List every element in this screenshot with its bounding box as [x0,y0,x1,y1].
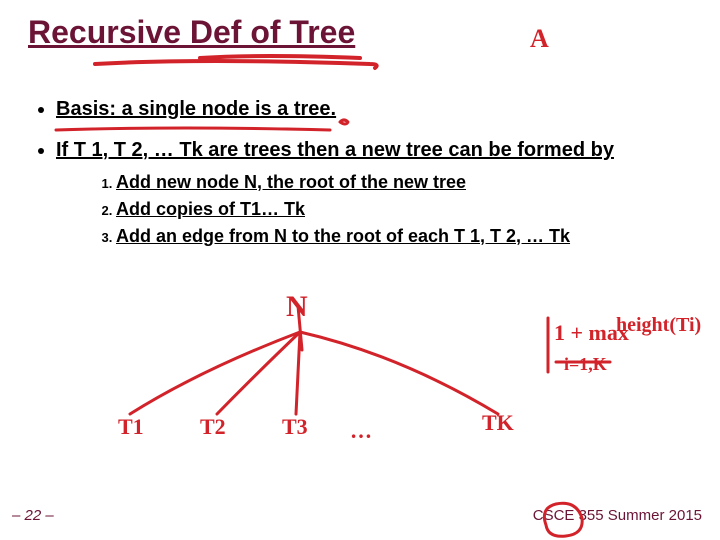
bullet-inductive-text: If T 1, T 2, … Tk are trees then a new t… [56,139,614,161]
hand-T1: T1 [118,414,144,440]
hand-A: A [530,24,549,54]
hand-dots: … [350,418,372,444]
page-number: – 22 – [12,507,54,524]
bullet-inductive: If T 1, T 2, … Tk are trees then a new t… [56,139,692,247]
bullet-basis-text: Basis: a single node is a tree. [56,98,336,120]
ink-layer [0,0,720,540]
step-2-text: Add copies of T1… Tk [116,199,305,219]
step-1-text: Add new node N, the root of the new tree [116,172,466,192]
content-area: Basis: a single node is a tree. If T 1, … [28,98,692,265]
hand-T2: T2 [200,414,226,440]
hand-N: N [286,290,308,324]
hand-T3: T3 [282,414,308,440]
step-3-text: Add an edge from N to the root of each T… [116,226,570,246]
bullet-basis: Basis: a single node is a tree. [56,98,692,121]
hand-TK: TK [482,410,514,436]
hand-height-arg: height(Ti) [616,314,701,337]
hand-height-sub: i=1,K [564,354,607,375]
slide-title: Recursive Def of Tree [28,14,355,51]
step-2: Add copies of T1… Tk [116,199,692,220]
step-1: Add new node N, the root of the new tree [116,172,692,193]
step-3: Add an edge from N to the root of each T… [116,226,692,247]
course-footer: CSCE 355 Summer 2015 [533,507,702,524]
